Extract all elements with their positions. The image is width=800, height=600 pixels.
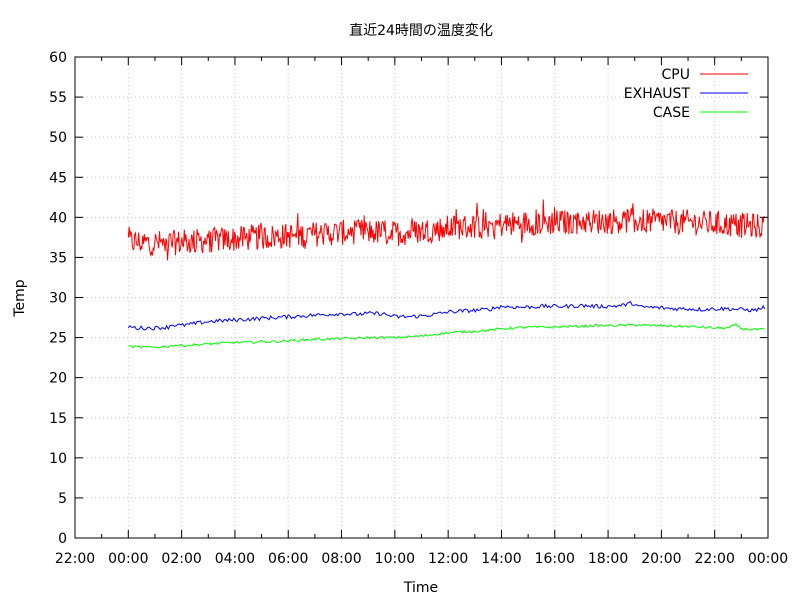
x-tick-label: 08:00 <box>321 551 361 567</box>
x-axis-title: Time <box>403 580 438 596</box>
y-tick-label: 40 <box>49 210 67 226</box>
y-tick-label: 10 <box>49 451 67 467</box>
y-tick-label: 45 <box>49 170 67 186</box>
ticks <box>74 56 769 539</box>
y-tick-label: 25 <box>49 331 67 347</box>
x-tick-label: 04:00 <box>215 551 255 567</box>
grid <box>75 57 768 538</box>
tick-labels: 0 5 10 15 20 25 30 35 40 45 50 55 60 22:00 00:00 02:00 0… <box>49 50 788 567</box>
y-tick-label: 50 <box>49 130 67 146</box>
series-line-case <box>128 322 765 349</box>
legend-label-exhaust: EXHAUST <box>624 86 691 102</box>
y-tick-label: 0 <box>58 531 67 547</box>
y-tick-label: 55 <box>49 90 67 106</box>
x-tick-label: 20:00 <box>641 551 681 567</box>
x-tick-label: 18:00 <box>588 551 628 567</box>
x-tick-label: 22:00 <box>695 551 735 567</box>
x-tick-label: 12:00 <box>428 551 468 567</box>
legend: CPU EXHAUST CASE <box>624 67 748 121</box>
y-tick-label: 30 <box>49 291 67 307</box>
x-tick-label: 06:00 <box>268 551 308 567</box>
legend-label-cpu: CPU <box>662 67 690 83</box>
series-layer <box>127 199 766 349</box>
y-tick-label: 20 <box>49 371 67 387</box>
y-tick-label: 60 <box>49 50 67 66</box>
x-tick-label: 14:00 <box>481 551 521 567</box>
y-axis-title: Temp <box>12 279 28 317</box>
y-tick-label: 15 <box>49 411 67 427</box>
x-tick-label: 00:00 <box>108 551 148 567</box>
x-tick-label: 00:00 <box>748 551 788 567</box>
legend-label-case: CASE <box>653 105 690 121</box>
chart-title: 直近24時間の温度変化 <box>349 22 493 39</box>
series-line-cpu <box>127 199 766 261</box>
x-tick-label: 02:00 <box>161 551 201 567</box>
x-tick-label: 16:00 <box>535 551 575 567</box>
y-tick-label: 5 <box>58 491 67 507</box>
x-tick-label: 22:00 <box>55 551 95 567</box>
plot-frame <box>74 56 769 539</box>
y-tick-label: 35 <box>49 250 67 266</box>
series-line-exhaust <box>127 300 766 331</box>
x-tick-label: 10:00 <box>375 551 415 567</box>
